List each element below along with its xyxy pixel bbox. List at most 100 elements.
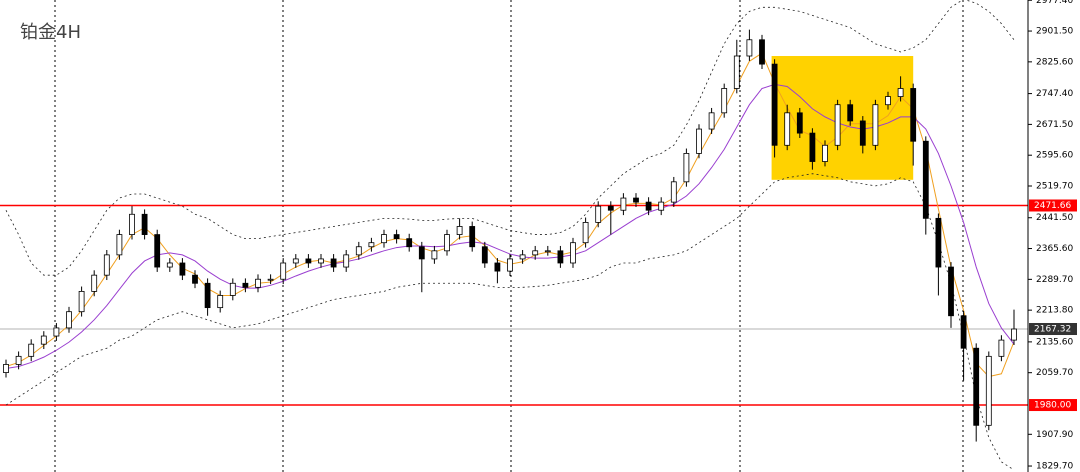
y-tick-label: 2059.70: [1036, 368, 1073, 378]
candle: [53, 323, 60, 341]
candle-body: [683, 153, 690, 183]
candle: [708, 107, 715, 134]
candle: [381, 229, 387, 248]
candle-body: [204, 282, 211, 309]
candle-body: [78, 290, 85, 313]
candle-body: [746, 39, 753, 57]
candle: [431, 245, 438, 264]
candle: [129, 206, 135, 240]
candle-body: [859, 120, 866, 146]
candle-body: [519, 254, 526, 260]
y-tick-label: 2213.80: [1036, 306, 1073, 316]
candle: [683, 148, 690, 187]
candle: [733, 39, 740, 94]
candle: [444, 229, 450, 256]
candle: [229, 278, 236, 301]
candle-body: [633, 197, 639, 203]
candle-body: [393, 234, 400, 240]
candle-body: [469, 226, 476, 248]
candle: [103, 250, 110, 281]
candle-body: [381, 234, 387, 244]
candle: [66, 306, 72, 333]
candle-body: [40, 335, 47, 345]
candle: [318, 254, 324, 268]
candle-body: [481, 246, 488, 264]
candle-body: [834, 104, 841, 146]
candle-body: [733, 55, 740, 89]
candle-body: [960, 315, 967, 349]
candle: [507, 254, 513, 276]
candle-body: [91, 274, 98, 292]
y-tick-label: 2441.50: [1036, 213, 1073, 223]
candle-body: [343, 254, 350, 268]
candle-body: [292, 258, 299, 264]
candle-body: [267, 278, 274, 281]
candle: [897, 76, 904, 102]
candle-body: [822, 144, 828, 162]
candle: [343, 250, 350, 272]
candle-body: [544, 250, 551, 253]
candle: [998, 335, 1005, 362]
candle: [771, 59, 778, 158]
candle: [721, 83, 728, 118]
candle-body: [582, 222, 589, 244]
candle-body: [771, 63, 778, 146]
level-label: 1980.00: [1034, 401, 1071, 411]
candle-body: [166, 262, 173, 268]
candle: [242, 278, 249, 293]
candle: [872, 99, 879, 151]
level-label-bg: [1029, 199, 1077, 212]
candle: [746, 29, 753, 61]
candle: [859, 116, 866, 154]
candle: [179, 258, 186, 281]
candle: [481, 241, 488, 268]
candle-body: [595, 205, 602, 223]
y-tick-label: 2747.40: [1036, 89, 1073, 99]
last-price-bg: [1029, 323, 1077, 336]
candle-body: [973, 347, 980, 426]
candle: [809, 128, 816, 170]
chart-title: 铂金4H: [20, 22, 81, 43]
y-tick-label: 2365.60: [1036, 244, 1073, 254]
candle-body: [318, 258, 324, 264]
candle-body: [431, 250, 438, 260]
candle-body: [796, 112, 803, 134]
candle: [40, 331, 47, 350]
candle-body: [507, 258, 513, 272]
candle-body: [3, 364, 9, 373]
candle-body: [759, 39, 765, 65]
candle: [192, 270, 198, 289]
candle-body: [532, 250, 539, 256]
candle: [15, 351, 22, 370]
candle-body: [28, 343, 35, 357]
candle-body: [847, 104, 854, 122]
candle: [78, 286, 85, 317]
candle: [267, 274, 274, 285]
candle-body: [784, 112, 791, 146]
y-tick-label: 2825.60: [1036, 57, 1073, 67]
candle: [570, 237, 576, 268]
candle: [935, 213, 942, 296]
candle-body: [418, 246, 425, 260]
candle: [620, 193, 627, 216]
candle-body: [658, 201, 665, 211]
candle-body: [809, 132, 816, 162]
candle-body: [922, 140, 929, 219]
candle: [822, 140, 828, 167]
plot: [0, 0, 1028, 471]
candle-body: [948, 266, 954, 317]
candle: [418, 241, 425, 293]
candle-body: [242, 282, 249, 288]
candle: [922, 136, 929, 235]
candle-body: [255, 278, 261, 288]
candle-body: [872, 104, 879, 146]
y-tick-label: 2135.60: [1036, 337, 1073, 347]
candle: [948, 262, 954, 328]
candle: [847, 99, 854, 126]
level-label-bg: [1029, 399, 1077, 412]
candle-body: [368, 242, 375, 248]
candle: [633, 193, 639, 207]
last-price-label: 2167.32: [1034, 325, 1071, 335]
candle-body: [645, 201, 652, 211]
candle-body: [708, 112, 715, 130]
